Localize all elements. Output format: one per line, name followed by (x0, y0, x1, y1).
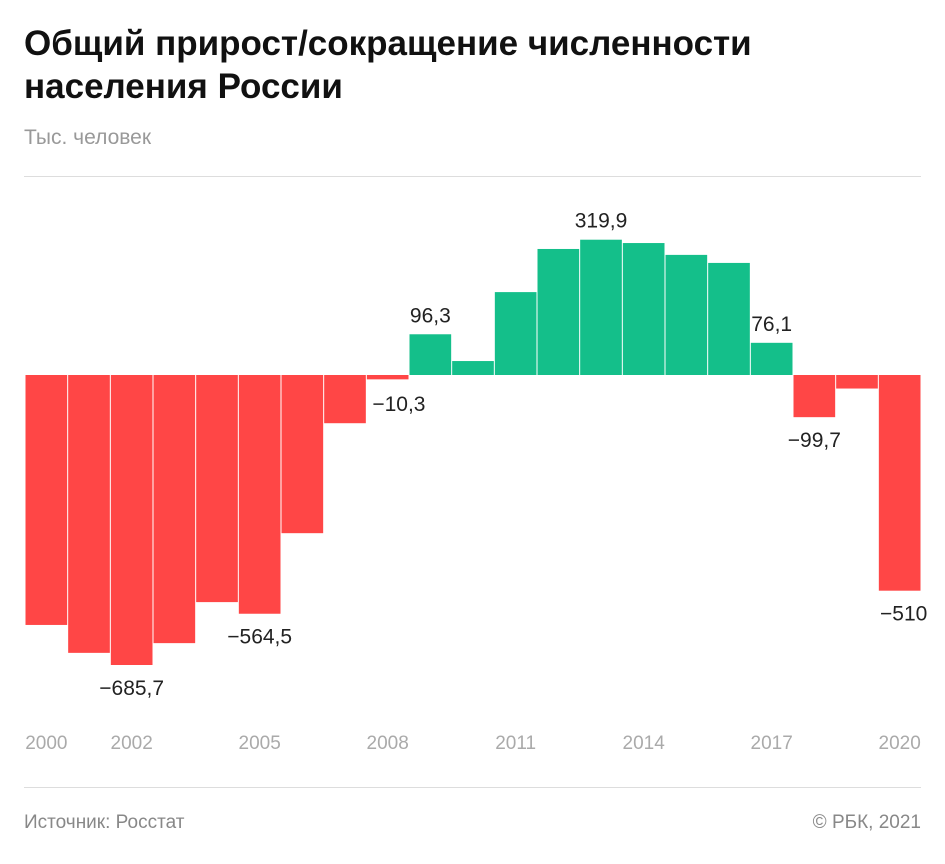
data-label-2005: −564,5 (227, 626, 292, 649)
data-label-2017: 76,1 (751, 313, 792, 336)
data-label-2002: −685,7 (99, 677, 164, 700)
chart-subtitle: Тыс. человек (24, 126, 152, 149)
bar-2002 (110, 375, 153, 665)
x-tick-2005: 2005 (239, 733, 281, 754)
x-tick-2008: 2008 (367, 733, 409, 754)
data-label-2013: 319,9 (575, 210, 628, 233)
bar-2020 (878, 375, 921, 591)
data-label-2009: 96,3 (410, 304, 451, 327)
bar-2012 (537, 248, 580, 375)
data-label-2020: −510 (880, 603, 927, 626)
x-tick-2020: 2020 (879, 733, 921, 754)
x-tick-2011: 2011 (495, 733, 536, 754)
x-tick-2002: 2002 (111, 733, 153, 754)
chart-title: Общий прирост/сокращение численности нас… (24, 24, 752, 106)
copyright: © РБК, 2021 (812, 812, 921, 833)
x-tick-2014: 2014 (623, 733, 666, 754)
bar-2009 (409, 334, 452, 375)
data-label-2018: −99,7 (788, 429, 841, 452)
bar-2006 (281, 375, 324, 534)
bar-2013 (580, 239, 622, 375)
bar-2001 (68, 375, 110, 653)
source-note: Источник: Росстат (24, 812, 185, 833)
bar-2016 (708, 262, 750, 375)
bar-2008 (366, 375, 409, 380)
bar-2005 (238, 375, 281, 614)
bottom-divider (24, 787, 921, 788)
x-tick-2000: 2000 (25, 733, 67, 754)
bar-2010 (452, 361, 494, 375)
bar-2007 (324, 375, 366, 424)
bar-2014 (622, 243, 665, 375)
bar-2000 (25, 375, 68, 625)
bar-2004 (196, 375, 238, 603)
x-tick-2017: 2017 (751, 733, 793, 754)
bar-2019 (836, 375, 878, 389)
bar-2003 (153, 375, 196, 644)
bar-2017 (750, 342, 793, 375)
bar-2015 (665, 254, 708, 375)
bar-2018 (793, 375, 836, 418)
bar-2011 (494, 292, 537, 375)
data-label-2008: −10,3 (372, 393, 425, 416)
top-divider (24, 176, 921, 177)
